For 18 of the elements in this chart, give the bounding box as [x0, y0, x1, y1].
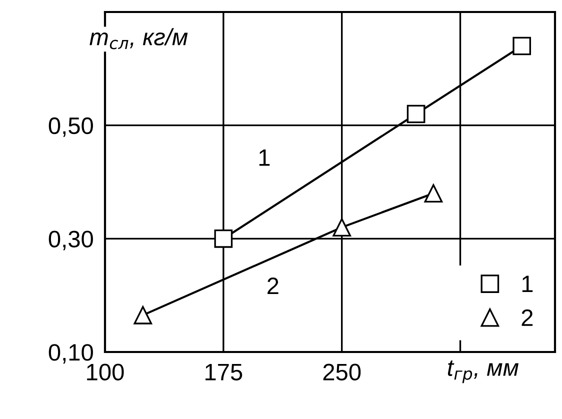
point [134, 306, 152, 324]
legend-label: 2 [522, 309, 533, 326]
y-axis-title: m$_{сл}$, кг/м [90, 28, 188, 50]
point [214, 230, 233, 248]
y-tick-label: 0,30 [48, 230, 93, 250]
legend-label: 1 [522, 276, 533, 292]
point [424, 184, 443, 202]
y-tick-label: 0,10 [48, 344, 93, 364]
annotation: 2 [268, 278, 278, 294]
y-tick-label: 0,50 [48, 117, 93, 137]
annotation: 1 [259, 150, 270, 166]
x-tick-label: 100 [87, 364, 124, 380]
x-axis-title: t$_{гр}$, мм [448, 360, 519, 384]
point [332, 218, 352, 236]
point [406, 104, 426, 124]
x-tick-label: 175 [206, 364, 242, 380]
point [512, 36, 532, 56]
x-tick-label: 250 [323, 364, 361, 380]
